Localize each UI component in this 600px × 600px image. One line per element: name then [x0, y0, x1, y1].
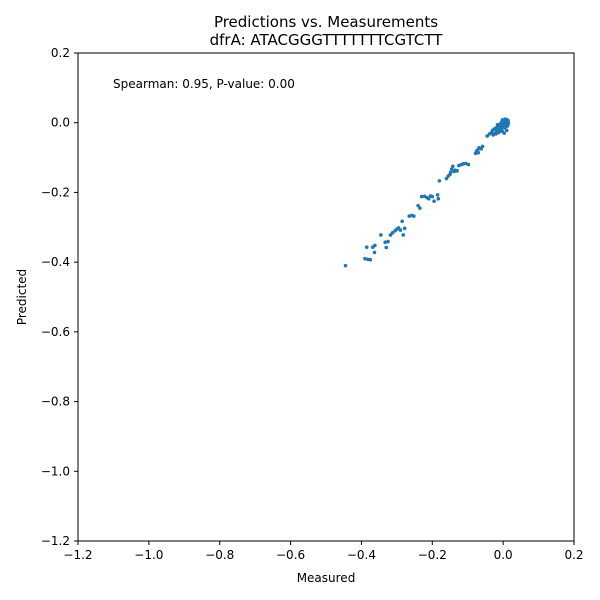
data-point: [451, 164, 455, 169]
data-point: [495, 123, 500, 127]
x-tick-label: −0.4: [347, 548, 376, 562]
data-point: [383, 240, 387, 245]
data-point: [505, 124, 509, 128]
data-point: [412, 214, 416, 218]
chart-subtitle: dfrA: ATACGGGTTTTTTTCGTCTT: [210, 31, 444, 49]
data-points: [343, 117, 511, 268]
data-point: [384, 245, 389, 250]
data-point: [500, 118, 505, 122]
y-tick-label: 0.0: [51, 116, 70, 130]
data-point: [455, 169, 459, 173]
data-point: [476, 150, 481, 155]
data-point: [390, 231, 395, 235]
data-point: [480, 144, 485, 149]
data-point: [373, 243, 377, 248]
data-point: [485, 134, 490, 138]
data-point: [502, 131, 507, 135]
y-axis-ticks: −1.2 −1.0 −0.8 −0.6 −0.4 −0.2 0.0 0.2: [41, 46, 78, 548]
x-tick-label: −1.2: [63, 548, 92, 562]
data-point: [494, 132, 498, 136]
data-point: [437, 179, 442, 183]
data-point: [466, 162, 471, 167]
data-point: [368, 257, 373, 262]
y-tick-label: −1.0: [41, 464, 70, 478]
data-point: [401, 233, 406, 237]
plot-frame: [77, 52, 575, 542]
data-point: [504, 128, 509, 133]
data-point: [498, 128, 503, 133]
chart-title: Predictions vs. Measurements: [214, 13, 438, 31]
y-tick-label: −0.2: [41, 185, 70, 199]
data-point: [386, 239, 390, 244]
data-point: [402, 226, 407, 231]
data-point: [343, 263, 348, 268]
y-tick-label: 0.2: [51, 46, 70, 60]
data-point: [398, 228, 403, 232]
x-tick-label: 0.0: [494, 548, 513, 562]
x-tick-label: −0.6: [276, 548, 305, 562]
x-tick-label: −0.8: [205, 548, 234, 562]
data-point: [379, 233, 383, 237]
y-tick-label: −0.8: [41, 395, 70, 409]
data-point: [448, 170, 453, 175]
y-tick-label: −1.2: [41, 534, 70, 548]
data-point: [430, 194, 435, 199]
x-tick-label: 0.2: [564, 548, 583, 562]
data-point: [506, 121, 511, 125]
data-point: [364, 245, 369, 249]
x-tick-label: −0.2: [418, 548, 447, 562]
y-tick-label: −0.6: [41, 325, 70, 339]
data-point: [435, 193, 440, 197]
data-point: [432, 199, 436, 203]
data-point: [372, 250, 377, 255]
y-tick-label: −0.4: [41, 255, 70, 269]
x-axis-ticks: −1.2 −1.0 −0.8 −0.6 −0.4 −0.2 0.0 0.2: [63, 541, 584, 562]
data-point: [436, 196, 441, 201]
data-point: [400, 219, 404, 224]
x-tick-label: −1.0: [134, 548, 163, 562]
y-axis-label: Predicted: [15, 269, 29, 325]
x-axis-label: Measured: [297, 571, 356, 585]
data-point: [419, 194, 424, 199]
data-point: [449, 167, 454, 171]
data-point: [363, 256, 367, 261]
stats-annotation: Spearman: 0.95, P-value: 0.00: [113, 77, 295, 91]
data-point: [418, 206, 422, 210]
data-point: [426, 196, 431, 201]
